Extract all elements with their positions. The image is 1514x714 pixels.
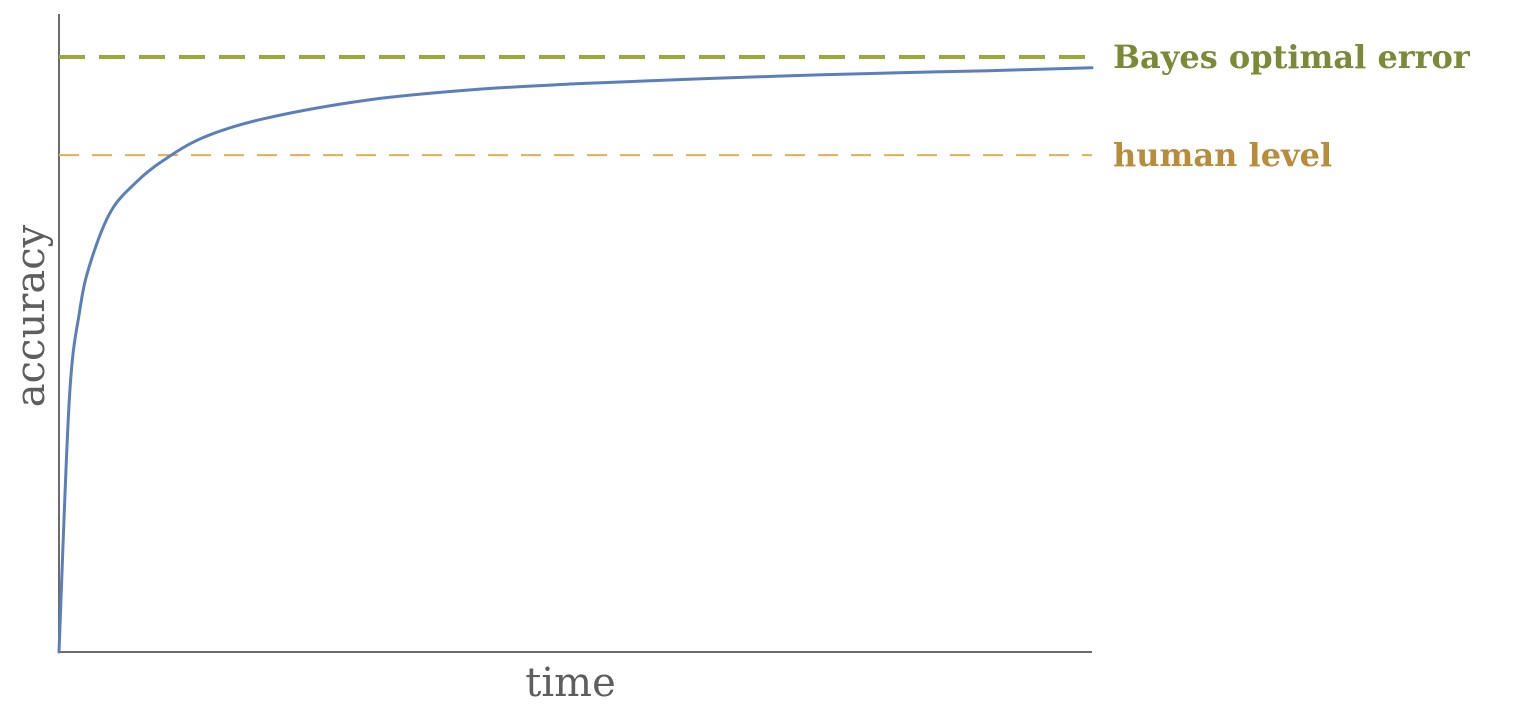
- plot-area: Bayes optimal error human level: [57, 14, 1471, 654]
- x-axis-label: time: [525, 660, 615, 706]
- reference-label-1: human level: [1113, 136, 1332, 174]
- reference-lines: Bayes optimal error human level: [59, 38, 1471, 174]
- series-line-accuracy: [57, 66, 1094, 654]
- reference-label-0: Bayes optimal error: [1113, 38, 1471, 76]
- y-axis-label: accuracy: [8, 224, 54, 407]
